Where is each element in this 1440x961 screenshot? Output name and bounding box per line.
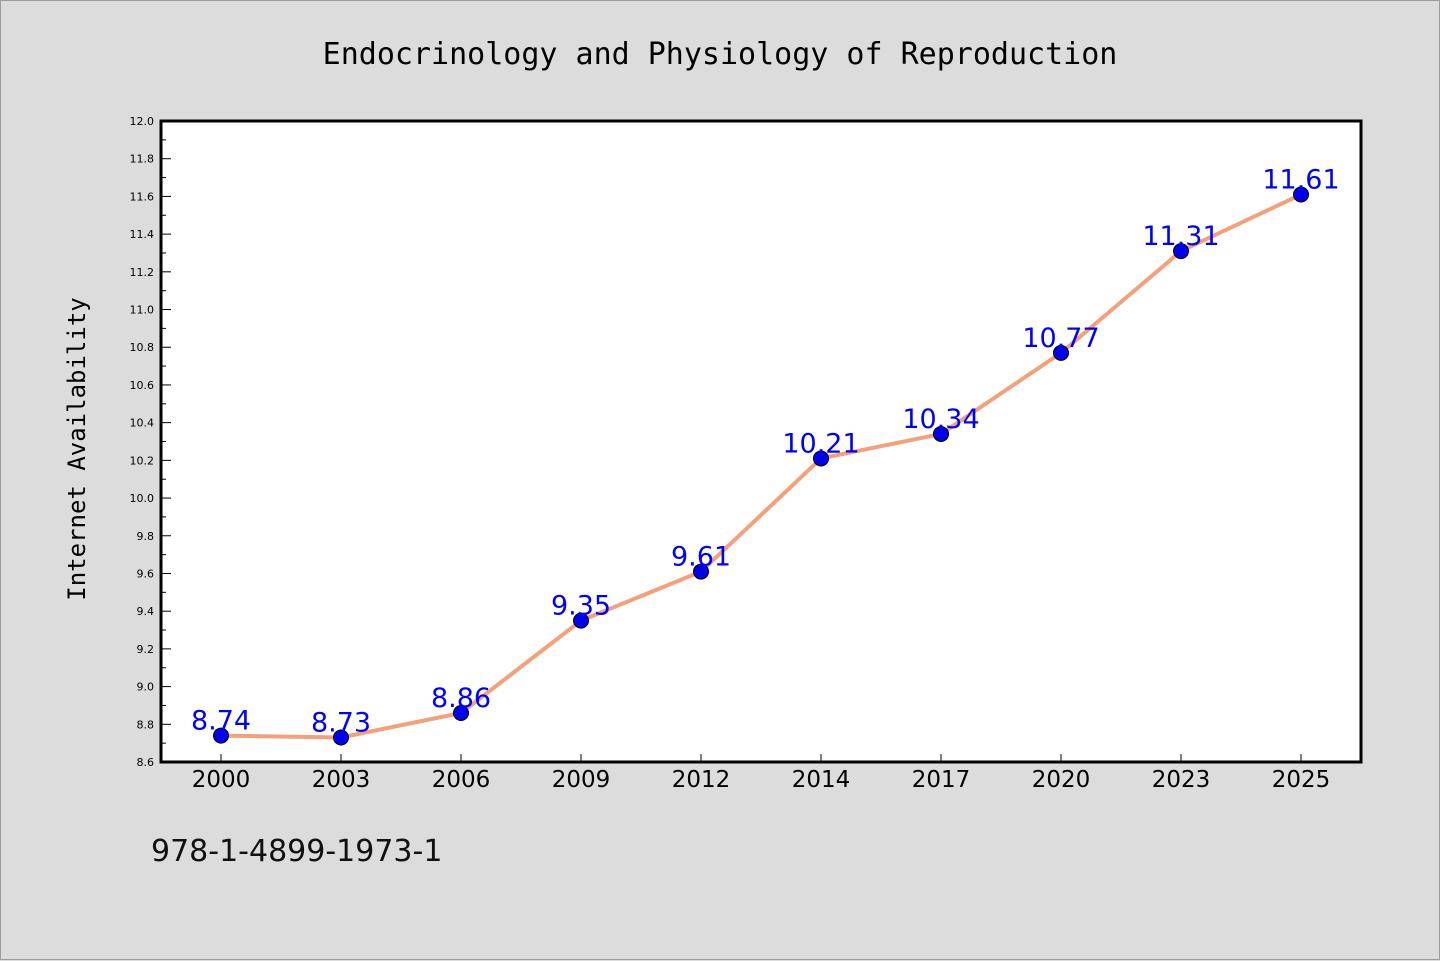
y-tick-label: 8.8 [137, 718, 155, 731]
series-line [219, 192, 1303, 740]
y-tick-label: 9.6 [137, 567, 155, 580]
data-point [1053, 344, 1069, 361]
data-label: 9.35 [551, 591, 611, 622]
y-tick-label: 11.8 [130, 153, 155, 166]
x-tick-label: 2017 [912, 767, 971, 793]
data-point [1293, 186, 1309, 203]
y-tick-label: 9.0 [137, 681, 155, 694]
data-label: 9.61 [671, 542, 731, 573]
chart-title: Endocrinology and Physiology of Reproduc… [323, 37, 1118, 72]
data-label: 10.77 [1022, 323, 1099, 354]
y-tick-label: 9.4 [137, 605, 155, 618]
plot-area [159, 119, 1363, 764]
y-tick-label: 8.6 [137, 756, 155, 769]
y-tick-label: 10.8 [130, 341, 155, 354]
data-point [933, 425, 949, 442]
series-line-group [219, 192, 1303, 740]
x-axis: 2000 2003 2006 2009 2012 2014 2017 2020 2023 2025 [192, 754, 1331, 793]
data-label: 11.61 [1262, 165, 1339, 196]
isbn-text: 978-1-4899-1973-1 [151, 834, 443, 869]
x-tick-label: 2006 [432, 767, 491, 793]
x-tick-label: 2009 [552, 767, 611, 793]
data-point [453, 704, 469, 721]
y-tick-label: 11.4 [130, 228, 155, 241]
y-axis: 8.6 8.8 9.0 9.2 9.4 9.6 9.8 10.0 10.2 10.4 10.6 10.… [130, 115, 171, 769]
x-tick-label: 2012 [672, 767, 731, 793]
x-tick-label: 2003 [312, 767, 371, 793]
y-tick-label: 9.8 [137, 530, 155, 543]
data-labels: 8.74 8.73 8.86 9.35 9.61 10.21 10.34 10.77 11.31… [191, 165, 1340, 739]
x-tick-label: 2014 [792, 767, 851, 793]
data-label: 8.74 [191, 706, 251, 737]
x-tick-label: 2020 [1032, 767, 1091, 793]
y-tick-label: 9.2 [137, 643, 155, 656]
data-point [693, 563, 709, 580]
data-point [813, 450, 829, 467]
x-tick-label: 2000 [192, 767, 251, 793]
y-tick-label: 10.2 [130, 454, 155, 467]
x-tick-label: 2025 [1272, 767, 1331, 793]
y-tick-label: 10.4 [130, 417, 155, 430]
data-point [1173, 243, 1189, 260]
y-tick-label: 11.6 [130, 190, 155, 203]
x-tick-label: 2023 [1152, 767, 1211, 793]
y-tick-label: 11.2 [130, 266, 155, 279]
data-label: 10.21 [782, 428, 859, 459]
data-markers [213, 186, 1309, 746]
data-point [573, 612, 589, 629]
data-label: 8.86 [431, 683, 491, 714]
y-tick-label: 10.6 [130, 379, 155, 392]
y-axis-label: Internet Availability [63, 297, 91, 600]
y-tick-label: 11.0 [130, 304, 155, 317]
data-point [333, 729, 349, 746]
y-tick-label: 12.0 [130, 115, 155, 128]
data-label: 10.34 [902, 404, 979, 435]
data-label: 11.31 [1142, 221, 1219, 252]
data-point [213, 727, 229, 744]
y-tick-label: 10.0 [130, 492, 155, 505]
data-label: 8.73 [311, 707, 371, 738]
